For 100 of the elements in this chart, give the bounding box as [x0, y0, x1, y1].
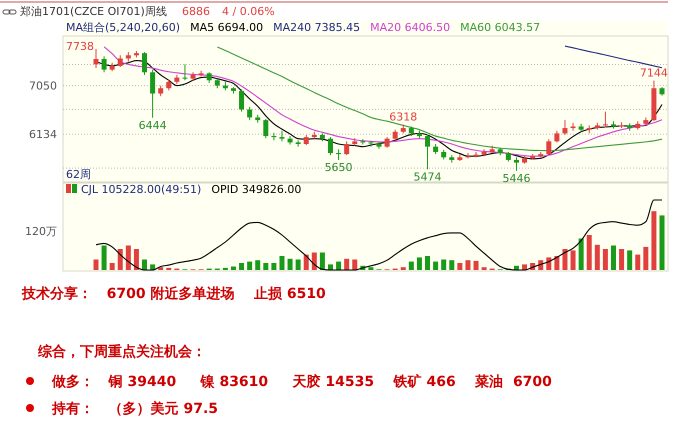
bar — [400, 267, 406, 270]
bar — [134, 249, 139, 270]
bar — [263, 263, 268, 270]
text: MA5 6694.00 — [190, 21, 264, 34]
bar — [320, 252, 325, 270]
candlestick — [304, 134, 309, 146]
y-tick-label: 6134 — [29, 128, 57, 142]
candlestick — [328, 136, 333, 156]
candlestick — [602, 111, 608, 128]
bar — [602, 249, 608, 270]
bar — [296, 260, 301, 270]
bar — [643, 246, 648, 270]
bar — [570, 250, 576, 270]
text: MA60 6043.57 — [460, 21, 540, 34]
candlestick — [150, 69, 156, 118]
annotation: 6444 — [138, 118, 167, 132]
candlestick — [562, 120, 568, 136]
legend-title: MA组合(5,240,20,60) — [66, 21, 180, 34]
candlestick — [102, 56, 107, 73]
bar — [610, 246, 616, 270]
candlestick — [239, 88, 244, 112]
candlestick — [182, 64, 188, 81]
text: 62周 — [66, 168, 91, 181]
bar — [465, 260, 470, 270]
candlestick — [546, 138, 552, 156]
line-series — [564, 46, 663, 68]
bar — [344, 258, 350, 270]
bar — [441, 260, 446, 270]
bar — [474, 260, 479, 270]
bar — [660, 215, 664, 270]
bar — [110, 263, 115, 270]
bar — [554, 256, 560, 270]
legend-label: CJL 105228.00(49:51) — [81, 183, 202, 196]
bar — [651, 211, 656, 270]
bar — [288, 258, 293, 270]
candlestick — [506, 151, 511, 162]
chart-title: 郑油1701(CZCE OI701)周线 — [20, 5, 167, 18]
candlestick — [174, 74, 180, 84]
candlestick — [279, 130, 284, 142]
candlestick — [94, 48, 98, 69]
text: 120万 — [25, 225, 57, 238]
bar — [239, 263, 244, 270]
annotation: 6318 — [389, 110, 418, 124]
bar — [368, 267, 374, 270]
bar — [247, 262, 252, 270]
bar — [304, 254, 309, 270]
candlestick — [126, 52, 131, 62]
bar — [126, 246, 131, 270]
bar — [594, 244, 600, 270]
text: OPID 349826.00 — [211, 183, 302, 196]
y-tick-label: 7050 — [29, 80, 57, 93]
candlestick — [118, 54, 123, 68]
candlestick — [514, 156, 519, 172]
annotation: 5446 — [502, 172, 530, 185]
bar — [142, 260, 148, 270]
bar — [578, 238, 584, 270]
candlestick — [336, 148, 342, 160]
candlestick — [214, 78, 220, 89]
candlestick — [344, 140, 350, 156]
candlestick — [206, 72, 212, 84]
candlestick — [247, 106, 252, 121]
text: 综合，下周重点关注机会： — [37, 343, 206, 360]
candlestick — [384, 136, 390, 148]
bar — [635, 254, 640, 270]
candlestick — [408, 126, 414, 137]
bar — [94, 260, 98, 270]
annotation: 7738 — [66, 40, 94, 53]
candlestick — [263, 118, 268, 139]
bar — [118, 249, 123, 270]
bar — [433, 262, 438, 270]
bar — [562, 249, 568, 270]
candlestick — [554, 130, 560, 143]
bar — [449, 260, 454, 270]
candlestick — [441, 149, 446, 160]
bar — [102, 246, 107, 270]
text: 持有： （多）美元 97.5 — [51, 400, 218, 417]
bar — [619, 249, 624, 270]
candlestick — [433, 144, 438, 155]
bar — [255, 260, 260, 270]
text: MA240 7385.45 — [273, 21, 360, 34]
annotation: 7144 — [640, 66, 668, 80]
bar — [230, 266, 236, 270]
bar — [336, 262, 342, 270]
bar — [425, 256, 430, 270]
text: 做多： 铜 39440 镍 83610 天胶 14535 铁矿 466 菜油 6700 — [51, 373, 552, 390]
bar — [482, 267, 487, 270]
candlestick — [142, 52, 148, 76]
bar — [416, 257, 422, 270]
annotation: 5650 — [324, 160, 353, 174]
bar — [271, 263, 276, 270]
bar — [586, 235, 592, 270]
bar — [627, 250, 632, 270]
candlestick — [425, 134, 430, 170]
bar — [312, 252, 317, 270]
text: 4 / 0.06% — [222, 5, 275, 18]
bar — [408, 262, 414, 270]
text: 技术分享： 6700 附近多单进场 止损 6510 — [21, 285, 326, 302]
text: MA20 6406.50 — [370, 21, 450, 34]
candlestick — [158, 85, 164, 97]
chart-subtitle: 6886 — [182, 5, 210, 18]
